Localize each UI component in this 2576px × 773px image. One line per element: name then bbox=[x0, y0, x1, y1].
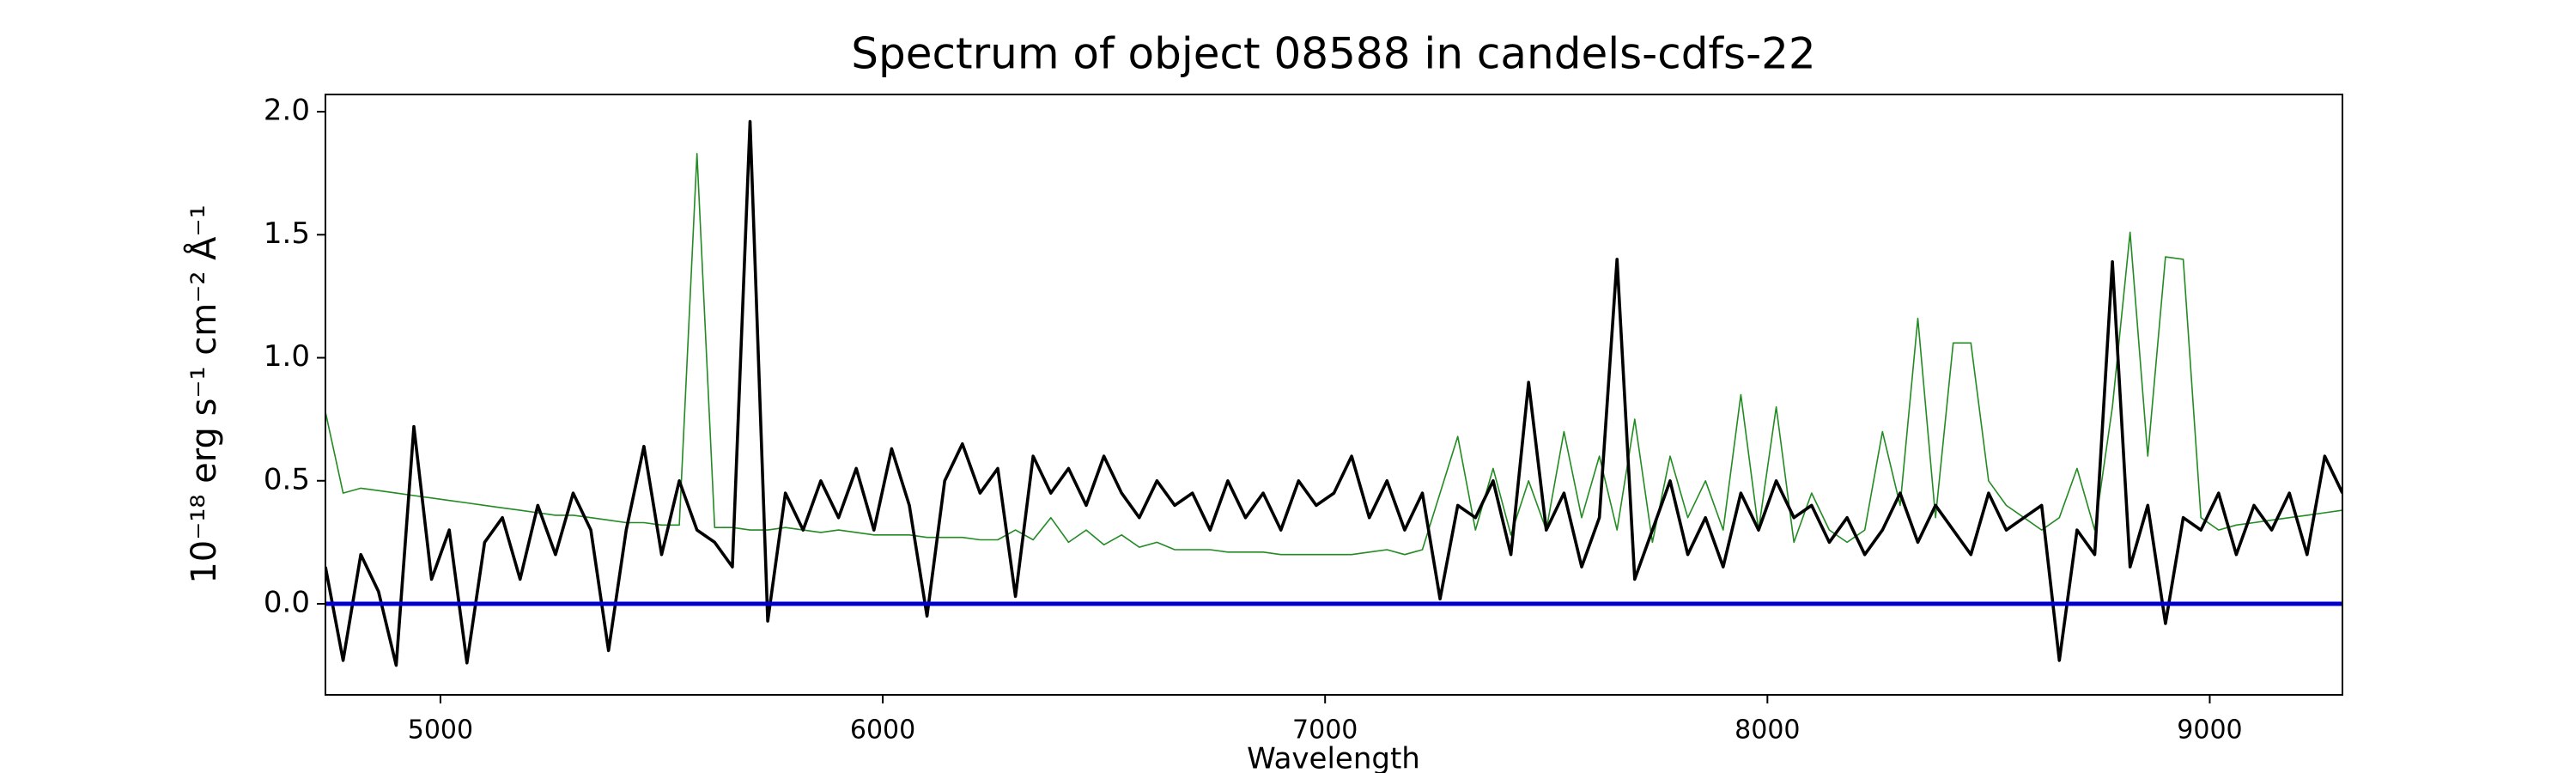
spectrum-line bbox=[325, 119, 2342, 667]
x-tick-label: 5000 bbox=[408, 715, 473, 746]
y-tick-label: 0.0 bbox=[264, 586, 310, 620]
x-tick-label: 9000 bbox=[2177, 715, 2242, 746]
y-tick-label: 1.0 bbox=[264, 339, 310, 374]
x-tick-label: 7000 bbox=[1292, 715, 1358, 746]
chart-title: Spectrum of object 08588 in candels-cdfs… bbox=[851, 29, 1816, 79]
x-axis-label: Wavelength bbox=[1247, 742, 1420, 773]
y-tick-label: 2.0 bbox=[264, 94, 310, 128]
y-tick-label: 1.5 bbox=[264, 216, 310, 251]
x-tick-label: 6000 bbox=[850, 715, 915, 746]
spectrum-line bbox=[325, 153, 2342, 556]
y-tick-label: 0.5 bbox=[264, 462, 310, 496]
y-axis-label: 10⁻¹⁸ erg s⁻¹ cm⁻² Å⁻¹ bbox=[183, 204, 224, 583]
x-tick-label: 8000 bbox=[1735, 715, 1800, 746]
plot-frame bbox=[325, 94, 2343, 696]
